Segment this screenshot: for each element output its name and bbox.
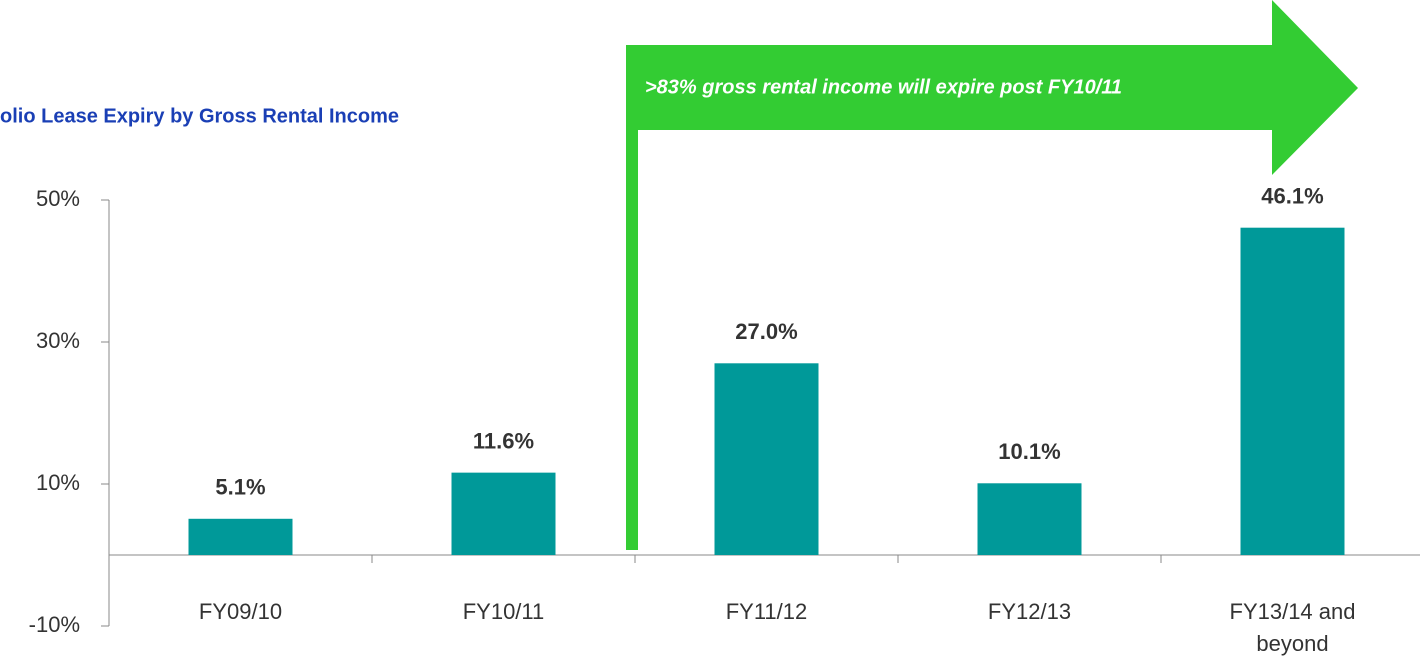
- y-tick-label: 50%: [36, 186, 80, 211]
- y-tick-label: 30%: [36, 328, 80, 353]
- value-label: 11.6%: [473, 428, 534, 453]
- value-label: 10.1%: [998, 439, 1060, 464]
- bar: [188, 518, 293, 555]
- annotation-arrow: [626, 0, 1358, 550]
- value-label: 27.0%: [735, 319, 797, 344]
- bar: [977, 483, 1082, 555]
- x-tick-label: FY13/14 and beyond: [1229, 599, 1356, 656]
- bar: [451, 472, 556, 555]
- x-tick-label: FY12/13: [987, 599, 1072, 624]
- y-tick-label: -10%: [29, 612, 80, 637]
- bar: [714, 363, 819, 555]
- bar: [1240, 227, 1345, 555]
- x-tick-label: FY09/10: [198, 599, 283, 624]
- value-label: 46.1%: [1261, 184, 1323, 209]
- x-tick-label: FY11/12: [725, 599, 808, 624]
- y-tick-label: 10%: [36, 470, 80, 495]
- x-tick-label: FY10/11: [462, 599, 545, 624]
- chart-title: olio Lease Expiry by Gross Rental Income: [0, 105, 399, 127]
- annotation: >83% gross rental income will expire pos…: [645, 76, 1122, 98]
- value-label: 5.1%: [215, 475, 265, 500]
